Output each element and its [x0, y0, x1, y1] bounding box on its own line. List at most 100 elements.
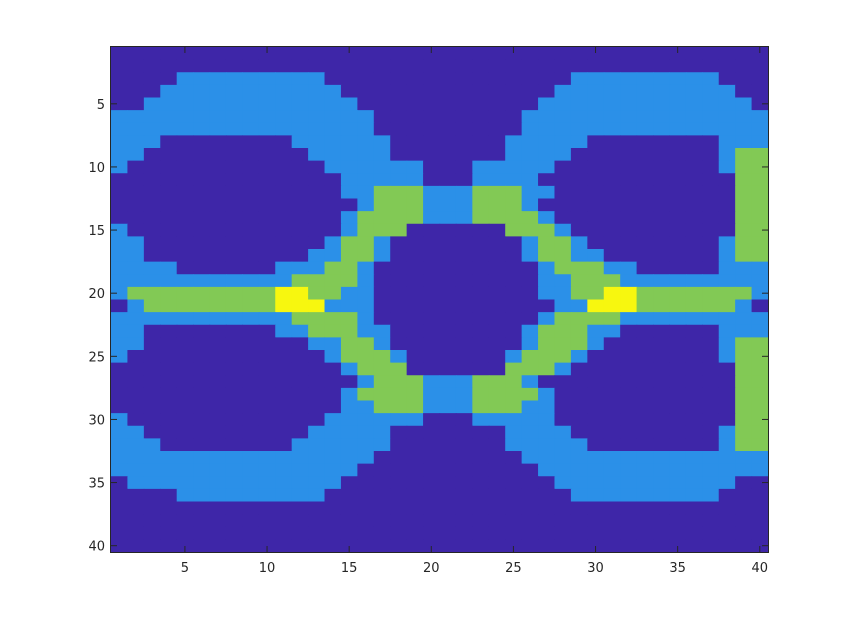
heatmap-cell — [505, 47, 523, 61]
heatmap-cell — [702, 97, 720, 111]
heatmap-cell — [603, 463, 621, 477]
heatmap-cell — [209, 413, 227, 427]
heatmap-cell — [685, 324, 703, 338]
heatmap-cell — [488, 501, 506, 515]
heatmap-cell — [455, 526, 473, 540]
heatmap-cell — [143, 438, 161, 452]
heatmap-cell — [587, 59, 605, 73]
y-tick-label: 10 — [88, 161, 105, 176]
heatmap-cell — [439, 236, 457, 250]
heatmap-cell — [439, 173, 457, 187]
heatmap-cell — [570, 135, 588, 149]
heatmap-cell — [505, 539, 523, 553]
heatmap-cell — [570, 84, 588, 99]
heatmap-cell — [587, 451, 605, 465]
heatmap-cell — [127, 476, 145, 490]
heatmap-cell — [636, 299, 654, 313]
heatmap-cell — [751, 122, 769, 136]
heatmap-cell — [193, 350, 211, 364]
heatmap-cell — [472, 59, 490, 73]
heatmap-cell — [340, 514, 358, 528]
heatmap-cell — [390, 375, 408, 389]
heatmap-cell — [160, 97, 178, 111]
heatmap-cell — [472, 97, 490, 111]
heatmap-cell — [242, 160, 260, 174]
heatmap-cell — [735, 375, 753, 389]
heatmap-cell — [357, 261, 375, 275]
heatmap-cell — [439, 261, 457, 275]
heatmap-cell — [225, 476, 244, 490]
heatmap-cell — [209, 84, 227, 99]
heatmap-cell — [751, 387, 769, 402]
heatmap-cell — [275, 185, 293, 200]
heatmap-cell — [636, 324, 654, 338]
heatmap-cell — [111, 350, 129, 364]
heatmap-cell — [160, 375, 178, 389]
heatmap-cell — [521, 72, 539, 86]
heatmap-cell — [669, 387, 687, 402]
heatmap-cell — [143, 97, 161, 111]
heatmap-cell — [373, 451, 391, 465]
heatmap-cell — [439, 501, 457, 515]
heatmap-cell — [439, 299, 457, 313]
heatmap-cell — [439, 350, 457, 364]
heatmap-cell — [587, 249, 605, 263]
heatmap-cell — [685, 173, 703, 187]
x-tick-label: 35 — [669, 561, 686, 576]
heatmap-cell — [406, 350, 424, 364]
heatmap-cell — [538, 539, 556, 553]
heatmap-cell — [209, 400, 227, 414]
heatmap-cell — [702, 476, 720, 490]
heatmap-cell — [324, 211, 342, 225]
heatmap-cell — [521, 160, 539, 174]
heatmap-cell — [488, 526, 506, 540]
heatmap-cell — [193, 122, 211, 136]
heatmap-cell — [143, 501, 161, 515]
heatmap-cell — [636, 400, 654, 414]
heatmap-cell — [176, 211, 194, 225]
heatmap-cell — [751, 72, 769, 86]
heatmap-cell — [505, 236, 523, 250]
heatmap-cell — [554, 425, 572, 439]
heatmap-cell — [472, 236, 490, 250]
heatmap-cell — [603, 451, 621, 465]
heatmap-cell — [324, 135, 342, 149]
heatmap-cell — [308, 110, 326, 124]
heatmap-cell — [209, 514, 227, 528]
heatmap-cell — [423, 148, 441, 162]
heatmap-cell — [620, 160, 638, 174]
heatmap-cell — [554, 375, 572, 389]
heatmap-cell — [620, 438, 638, 452]
heatmap-cell — [160, 425, 178, 439]
heatmap-cell — [472, 173, 490, 187]
heatmap-cell — [521, 350, 539, 364]
heatmap-cell — [718, 387, 736, 402]
heatmap-cell — [554, 59, 572, 73]
heatmap-cell — [406, 236, 424, 250]
heatmap-cell — [554, 324, 572, 338]
heatmap-cell — [357, 539, 375, 553]
heatmap-cell — [176, 324, 194, 338]
heatmap-cell — [209, 375, 227, 389]
heatmap-cell — [488, 299, 506, 313]
heatmap-cell — [357, 286, 375, 301]
heatmap-cell — [242, 539, 260, 553]
heatmap-cell — [308, 400, 326, 414]
heatmap-cell — [521, 501, 539, 515]
heatmap-cell — [225, 451, 244, 465]
heatmap-cell — [193, 110, 211, 124]
heatmap-cell — [258, 425, 276, 439]
heatmap-cell — [176, 400, 194, 414]
heatmap-cell — [111, 387, 129, 402]
heatmap-cell — [406, 476, 424, 490]
heatmap-cell — [324, 350, 342, 364]
heatmap-cell — [636, 476, 654, 490]
heatmap-cell — [685, 451, 703, 465]
heatmap-cell — [373, 185, 391, 200]
heatmap-cell — [554, 211, 572, 225]
heatmap-cell — [406, 211, 424, 225]
heatmap-cell — [653, 324, 671, 338]
heatmap-cell — [193, 223, 211, 237]
heatmap-cell — [521, 463, 539, 477]
heatmap-cell — [620, 387, 638, 402]
